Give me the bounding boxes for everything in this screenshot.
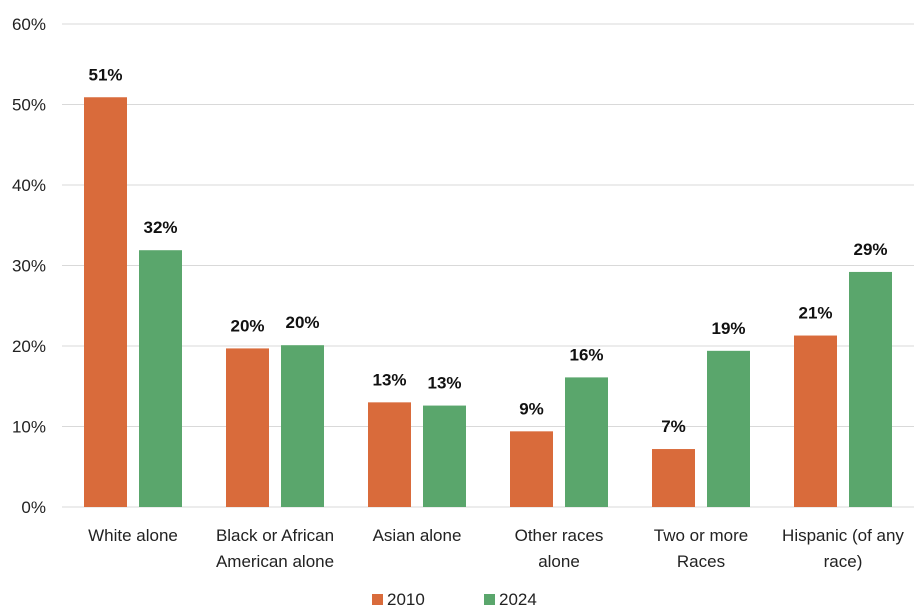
data-label: 19% [711, 319, 745, 338]
data-label: 13% [427, 374, 461, 393]
bar-2024 [423, 405, 466, 507]
category-label: Races [677, 552, 725, 571]
category-label: Other races [515, 526, 604, 545]
bar-2010 [226, 348, 269, 507]
legend-label: 2010 [387, 590, 425, 609]
legend-swatch-2024 [484, 594, 495, 605]
y-tick-label: 10% [12, 418, 46, 437]
y-tick-label: 50% [12, 96, 46, 115]
y-tick-label: 0% [21, 498, 46, 517]
category-label: Black or African [216, 526, 334, 545]
bar-2010 [510, 431, 553, 507]
y-tick-label: 30% [12, 257, 46, 276]
bar-2024 [565, 377, 608, 507]
category-label: White alone [88, 526, 178, 545]
y-tick-label: 40% [12, 176, 46, 195]
data-label: 21% [798, 304, 832, 323]
data-labels: 51% 32% 20% 20% 13% 13% 9% 16% 7% 19% 21% 29% [88, 65, 887, 436]
bar-2024 [707, 350, 750, 507]
data-label: 29% [853, 240, 887, 259]
legend-swatch-2010 [372, 594, 383, 605]
y-axis-tick-labels: 0% 10% 20% 30% 40% 50% 60% [12, 15, 46, 517]
category-label: race) [824, 552, 863, 571]
data-label: 20% [285, 313, 319, 332]
legend: 2010 2024 [372, 590, 537, 609]
data-label: 7% [661, 417, 686, 436]
bar-2010 [368, 402, 411, 507]
legend-label: 2024 [499, 590, 537, 609]
category-label: Hispanic (of any [782, 526, 904, 545]
data-label: 32% [143, 218, 177, 237]
data-label: 20% [230, 316, 264, 335]
data-label: 51% [88, 65, 122, 84]
bar-2010 [794, 335, 837, 507]
data-label: 9% [519, 399, 544, 418]
category-label: Two or more [654, 526, 748, 545]
x-axis-category-labels: White alone Black or African American alon… [88, 526, 904, 571]
category-label: alone [538, 552, 580, 571]
bar-2024 [139, 250, 182, 507]
bars [84, 97, 892, 507]
gridlines [62, 23, 914, 508]
category-label: American alone [216, 552, 334, 571]
data-label: 13% [372, 370, 406, 389]
data-label: 16% [569, 345, 603, 364]
bar-2024 [281, 345, 324, 507]
y-tick-label: 20% [12, 337, 46, 356]
bar-2010 [652, 449, 695, 507]
bar-2024 [849, 271, 892, 507]
category-label: Asian alone [373, 526, 462, 545]
bar-2010 [84, 97, 127, 507]
y-tick-label: 60% [12, 15, 46, 34]
